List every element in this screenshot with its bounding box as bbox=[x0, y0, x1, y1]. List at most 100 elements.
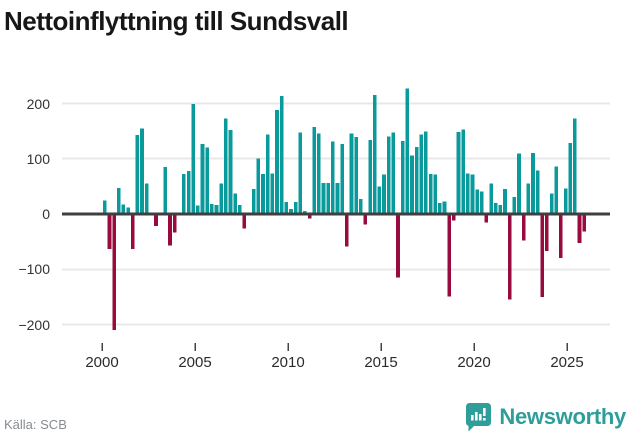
bar bbox=[372, 95, 377, 214]
bar bbox=[107, 214, 112, 249]
bar bbox=[559, 214, 563, 259]
bar bbox=[368, 139, 372, 214]
bar bbox=[563, 188, 568, 214]
bar bbox=[345, 214, 349, 247]
bar bbox=[503, 189, 507, 214]
bar bbox=[484, 214, 489, 223]
x-tick-label: 2010 bbox=[271, 354, 305, 371]
bar bbox=[424, 131, 428, 214]
bar bbox=[144, 183, 149, 214]
y-tick-label: 0 bbox=[42, 206, 50, 222]
bar bbox=[172, 214, 177, 233]
bar bbox=[275, 110, 279, 214]
bar bbox=[205, 147, 209, 214]
bar bbox=[396, 214, 400, 278]
source-attribution: Källa: SCB bbox=[4, 417, 67, 432]
bar bbox=[554, 166, 559, 214]
bar bbox=[540, 214, 545, 297]
bar bbox=[331, 141, 335, 214]
bar bbox=[214, 205, 219, 214]
bar bbox=[140, 128, 144, 214]
bar bbox=[121, 204, 126, 214]
bar bbox=[135, 134, 140, 214]
bar bbox=[419, 134, 424, 214]
bar bbox=[196, 205, 200, 214]
y-tick-label: 100 bbox=[26, 151, 50, 167]
bar bbox=[456, 132, 461, 214]
bar bbox=[549, 193, 554, 214]
bar bbox=[289, 209, 293, 214]
bar bbox=[256, 158, 261, 214]
bar bbox=[237, 205, 242, 214]
bar bbox=[535, 170, 540, 214]
bar bbox=[112, 214, 116, 331]
x-tick-label: 2005 bbox=[178, 354, 212, 371]
bar bbox=[452, 214, 456, 221]
bar bbox=[470, 174, 475, 214]
newsworthy-logo[interactable]: Newsworthy bbox=[465, 402, 626, 432]
bar bbox=[242, 214, 247, 229]
y-axis: 200 100 0 −100 −200 bbox=[0, 0, 56, 360]
bar bbox=[517, 153, 521, 214]
bar bbox=[489, 183, 493, 214]
bar bbox=[405, 88, 410, 214]
bar bbox=[293, 201, 298, 214]
bar bbox=[349, 133, 354, 214]
bar bbox=[363, 214, 368, 225]
bar bbox=[182, 174, 186, 214]
bar bbox=[279, 96, 284, 214]
bar bbox=[438, 202, 442, 214]
bar bbox=[582, 214, 586, 232]
bar bbox=[317, 133, 321, 214]
x-tick-label: 2020 bbox=[457, 354, 491, 371]
bar bbox=[265, 134, 270, 214]
bar bbox=[400, 141, 405, 214]
bar bbox=[251, 189, 256, 214]
y-tick-label: −200 bbox=[18, 317, 50, 333]
bar bbox=[321, 183, 326, 214]
bar bbox=[414, 147, 419, 214]
bar bbox=[354, 137, 358, 214]
bar bbox=[191, 103, 196, 214]
bar bbox=[233, 193, 237, 214]
y-tick-label: −100 bbox=[18, 261, 50, 277]
bar bbox=[261, 174, 265, 214]
bar bbox=[168, 214, 172, 246]
bar bbox=[358, 199, 363, 214]
bar bbox=[163, 167, 168, 215]
bar bbox=[219, 183, 223, 214]
bar-chart-svg bbox=[62, 88, 610, 351]
bar bbox=[386, 136, 391, 214]
bar bbox=[103, 200, 107, 214]
bar bbox=[526, 183, 531, 214]
bar bbox=[479, 191, 484, 214]
x-tick-label: 2000 bbox=[85, 354, 119, 371]
bar bbox=[512, 196, 517, 214]
bar bbox=[312, 127, 317, 214]
bar-chart-plot-area bbox=[62, 85, 610, 352]
bar bbox=[466, 173, 470, 214]
bar bbox=[126, 207, 130, 214]
bar bbox=[545, 214, 549, 252]
bar bbox=[442, 201, 447, 214]
bar bbox=[531, 153, 535, 214]
bar bbox=[335, 183, 340, 214]
bar bbox=[391, 132, 396, 214]
bar bbox=[377, 186, 382, 214]
bar bbox=[507, 214, 512, 300]
bar bbox=[493, 202, 498, 214]
bar bbox=[130, 214, 135, 249]
x-axis: 2000 2005 2010 2015 2020 2025 bbox=[0, 354, 631, 376]
bar bbox=[382, 174, 386, 214]
bar bbox=[116, 188, 121, 214]
chart-title: Nettoinflyttning till Sundsvall bbox=[4, 6, 349, 36]
bar bbox=[410, 155, 414, 214]
bar bbox=[298, 132, 303, 214]
bar bbox=[284, 201, 289, 214]
bar bbox=[210, 204, 214, 214]
bar bbox=[498, 205, 503, 214]
bar bbox=[577, 214, 582, 243]
bar bbox=[568, 143, 572, 214]
bar bbox=[340, 143, 344, 214]
bar bbox=[428, 174, 433, 214]
